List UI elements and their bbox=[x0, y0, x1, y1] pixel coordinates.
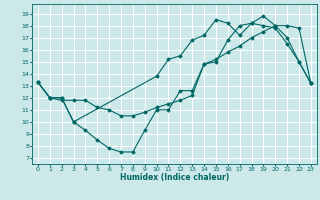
X-axis label: Humidex (Indice chaleur): Humidex (Indice chaleur) bbox=[120, 173, 229, 182]
